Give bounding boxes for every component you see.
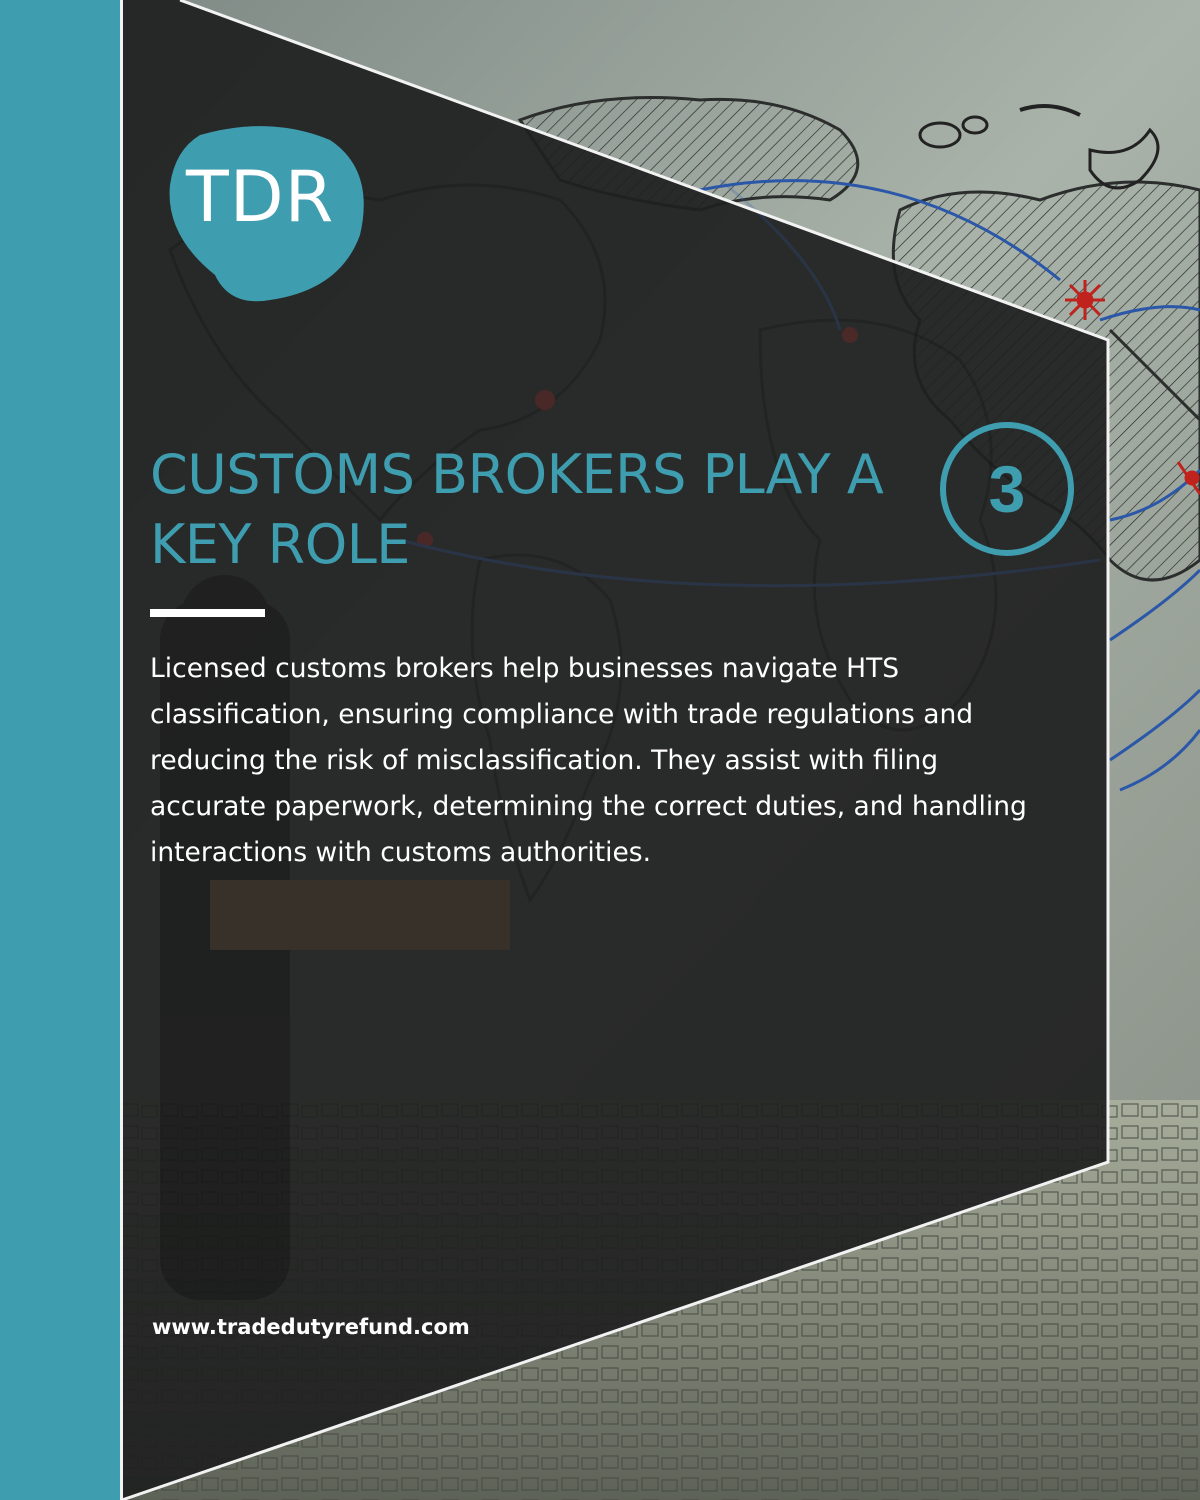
slide-headline: CUSTOMS BROKERS PLAY A KEY ROLE	[150, 440, 910, 580]
step-number: 3	[989, 451, 1026, 527]
accent-strip-edge	[120, 0, 123, 1500]
website-url: www.tradedutyrefund.com	[152, 1315, 470, 1339]
body-paragraph: Licensed customs brokers help businesses…	[150, 646, 1030, 876]
step-number-badge: 3	[940, 422, 1074, 556]
accent-sidebar-strip	[0, 0, 120, 1500]
logo-text: TDR	[186, 162, 334, 232]
headline-divider	[150, 609, 265, 617]
